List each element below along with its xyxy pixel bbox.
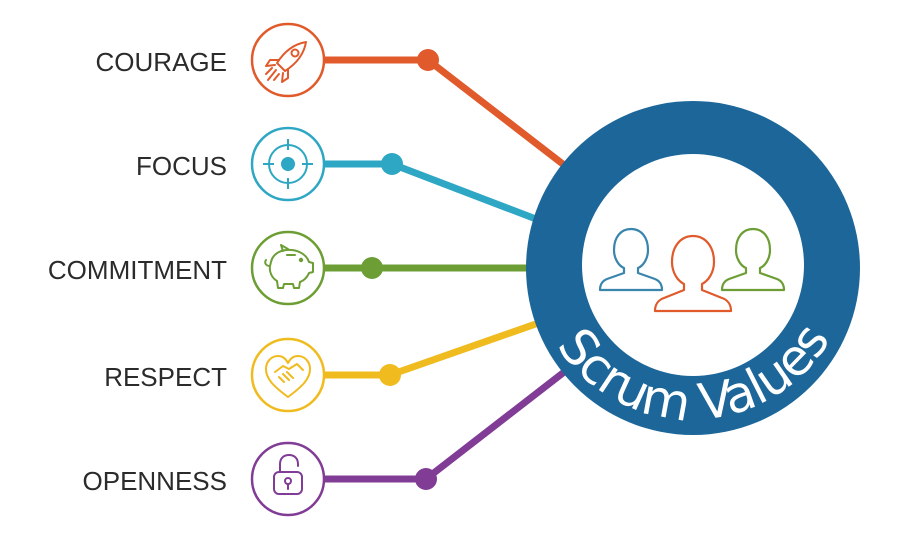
person-left-icon xyxy=(598,227,664,292)
value-label-commitment: COMMITMENT xyxy=(48,255,227,285)
value-icons xyxy=(250,22,326,517)
rocket-icon xyxy=(265,41,307,83)
connector-respect xyxy=(325,308,572,386)
focus-badge xyxy=(250,126,326,202)
openness-badge xyxy=(250,441,326,517)
person-center-icon xyxy=(653,234,733,313)
courage-badge xyxy=(250,22,326,98)
value-label-courage: COURAGE xyxy=(96,47,227,77)
connector-courage xyxy=(325,49,593,188)
open-padlock-icon xyxy=(273,454,303,495)
handshake-heart-icon xyxy=(265,355,311,398)
connector-dot-openness xyxy=(415,468,437,490)
value-label-openness: OPENNESS xyxy=(83,466,228,496)
respect-badge xyxy=(250,337,326,413)
value-labels: COURAGE FOCUS COMMITMENT RESPECT OPENNES… xyxy=(48,47,227,496)
connector-focus xyxy=(325,153,572,236)
value-label-respect: RESPECT xyxy=(104,362,227,392)
connector-dot-courage xyxy=(417,49,439,71)
connector-dot-commitment xyxy=(361,257,383,279)
connector-commitment xyxy=(325,257,560,279)
team-people-icon xyxy=(598,227,786,313)
value-label-focus: FOCUS xyxy=(136,151,227,181)
connector-dot-focus xyxy=(381,153,403,175)
connectors xyxy=(325,49,593,490)
commitment-badge xyxy=(250,230,326,306)
person-right-icon xyxy=(720,227,786,292)
target-icon xyxy=(263,139,313,189)
piggy-bank-icon xyxy=(264,244,314,289)
connector-dot-respect xyxy=(379,364,401,386)
connector-openness xyxy=(325,349,593,490)
